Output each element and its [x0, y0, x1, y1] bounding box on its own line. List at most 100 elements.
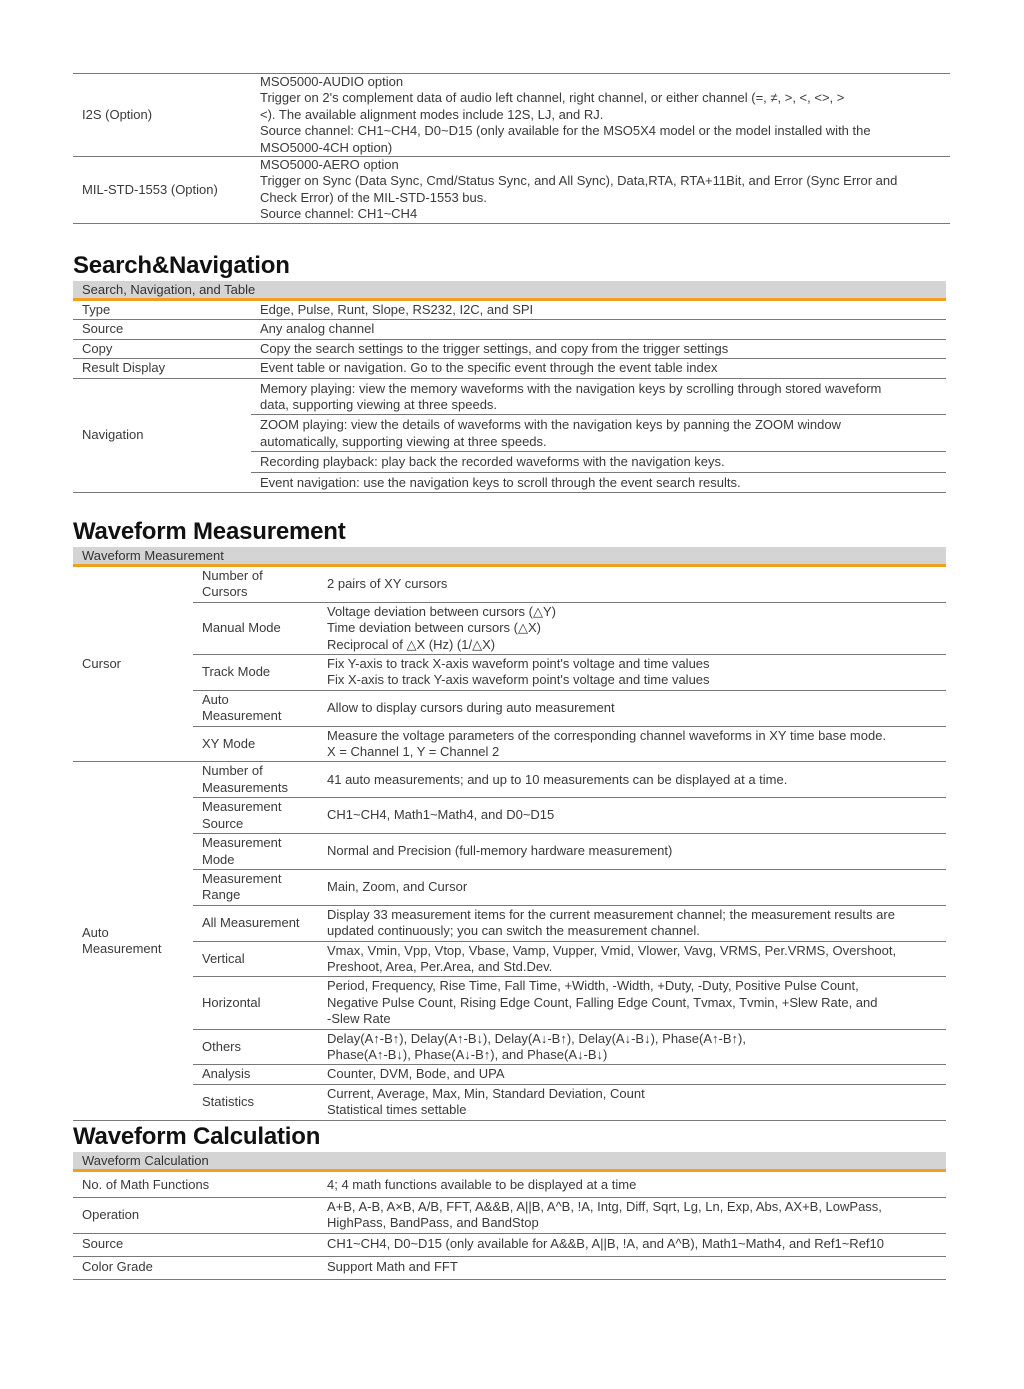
table-row: ZOOM playing: view the details of wavefo…: [73, 414, 946, 453]
row-value: Support Math and FFT: [320, 1256, 946, 1280]
row-label: Type: [73, 301, 251, 321]
value-line: Trigger on Sync (Data Sync, Cmd/Status S…: [260, 173, 898, 205]
table-row: Statistics Current, Average, Max, Min, St…: [73, 1084, 946, 1121]
row-value: MSO5000-AUDIO option Trigger on 2's compl…: [251, 73, 950, 158]
section-heading: Search&Navigation: [73, 252, 290, 279]
table-row: Operation A+B, A-B, A×B, A/B, FFT, A&&B, …: [73, 1197, 946, 1234]
table-row: XY Mode Measure the voltage parameters of…: [73, 726, 946, 763]
row-value: Edge, Pulse, Runt, Slope, RS232, I2C, an…: [251, 301, 946, 321]
row-label: Result Display: [73, 358, 251, 379]
section-heading: Waveform Calculation: [73, 1123, 321, 1150]
waveform-calculation-section: Waveform Calculation Waveform Calculatio…: [73, 1122, 946, 1280]
row-value: Event navigation: use the navigation key…: [251, 472, 946, 494]
row-value: Recording playback: play back the record…: [251, 451, 946, 473]
group-label: Cursor: [73, 567, 193, 763]
row-label: Source: [73, 319, 251, 340]
row-label: Measurement Mode: [193, 833, 320, 870]
group-label: Auto Measurement: [73, 761, 193, 1121]
row-value: Voltage deviation between cursors (△Y) T…: [320, 602, 946, 656]
row-label: Track Mode: [193, 654, 320, 691]
table-row: Type Edge, Pulse, Runt, Slope, RS232, I2C…: [73, 301, 946, 321]
row-label: Statistics: [193, 1084, 320, 1121]
row-value: Current, Average, Max, Min, Standard Dev…: [320, 1084, 946, 1121]
waveform-measurement-section: Waveform Measurement Waveform Measuremen…: [73, 517, 946, 1121]
table-row: Vertical Vmax, Vmin, Vpp, Vtop, Vbase, Va…: [73, 941, 946, 978]
value-line: Trigger on 2's complement data of audio …: [260, 90, 845, 122]
row-label: I2S (Option): [73, 73, 251, 158]
table-row: Track Mode Fix Y-axis to track X-axis wav…: [73, 654, 946, 691]
row-label: Color Grade: [73, 1256, 320, 1280]
table-row: Copy Copy the search settings to the trig…: [73, 339, 946, 360]
row-label: Others: [193, 1029, 320, 1066]
row-value: 41 auto measurements; and up to 10 measu…: [320, 761, 946, 799]
row-value: Delay(A↑-B↑), Delay(A↑-B↓), Delay(A↓-B↑)…: [320, 1029, 946, 1066]
table-row: I2S (Option) MSO5000-AUDIO option Trigger …: [73, 73, 950, 158]
table-row: Color Grade Support Math and FFT: [73, 1256, 946, 1280]
row-value: 4; 4 math functions available to be disp…: [320, 1174, 946, 1198]
value-line: MSO5000-AUDIO option: [260, 74, 404, 89]
row-value: Any analog channel: [251, 319, 946, 340]
row-value: A+B, A-B, A×B, A/B, FFT, A&&B, A||B, A^B…: [320, 1197, 946, 1234]
row-value: 2 pairs of XY cursors: [320, 567, 946, 603]
row-value: Main, Zoom, and Cursor: [320, 869, 946, 906]
row-label: Number of Measurements: [193, 761, 320, 799]
table-row: Horizontal Period, Frequency, Rise Time, …: [73, 976, 946, 1030]
table-row: Result Display Event table or navigation.…: [73, 358, 946, 379]
row-label: Number of Cursors: [193, 567, 320, 603]
row-label: Vertical: [193, 941, 320, 978]
row-label: No. of Math Functions: [73, 1174, 320, 1198]
table-row: Manual Mode Voltage deviation between cur…: [73, 602, 946, 656]
trigger-options-table: I2S (Option) MSO5000-AUDIO option Trigger …: [73, 73, 950, 224]
row-value: Fix Y-axis to track X-axis waveform poin…: [320, 654, 946, 691]
row-value: CH1~CH4, D0~D15 (only available for A&&B…: [320, 1233, 946, 1257]
row-label: Measurement Range: [193, 869, 320, 906]
row-label: XY Mode: [193, 726, 320, 763]
row-value: Event table or navigation. Go to the spe…: [251, 358, 946, 379]
table-row: Event navigation: use the navigation key…: [73, 472, 946, 494]
row-label: All Measurement: [193, 905, 320, 942]
row-value: Vmax, Vmin, Vpp, Vtop, Vbase, Vamp, Vupp…: [320, 941, 946, 978]
row-value: Copy the search settings to the trigger …: [251, 339, 946, 360]
table-row: Measurement Range Main, Zoom, and Cursor: [73, 869, 946, 906]
row-value: Measure the voltage parameters of the co…: [320, 726, 946, 763]
row-label: Copy: [73, 339, 251, 360]
table-row: Measurement Mode Normal and Precision (fu…: [73, 833, 946, 870]
row-label: Auto Measurement: [193, 690, 320, 727]
section-band: Waveform Measurement: [73, 547, 946, 567]
row-value: Period, Frequency, Rise Time, Fall Time,…: [320, 976, 946, 1030]
row-label: Measurement Source: [193, 797, 320, 835]
section-heading: Waveform Measurement: [73, 518, 346, 545]
table-row: Others Delay(A↑-B↑), Delay(A↑-B↓), Delay(…: [73, 1029, 946, 1066]
row-label: Analysis: [193, 1064, 320, 1085]
table-row: All Measurement Display 33 measurement it…: [73, 905, 946, 942]
row-value: MSO5000-AERO option Trigger on Sync (Data…: [251, 156, 950, 224]
table-row: Recording playback: play back the record…: [73, 451, 946, 473]
table-row: Navigation Memory playing: view the memor…: [73, 378, 946, 494]
table-row: Source CH1~CH4, D0~D15 (only available fo…: [73, 1233, 946, 1257]
row-value: Display 33 measurement items for the cur…: [320, 905, 946, 942]
value-line: MSO5000-AERO option: [260, 157, 399, 173]
row-label: Horizontal: [193, 976, 320, 1030]
row-label: Operation: [73, 1197, 320, 1234]
section-band: Search, Navigation, and Table: [73, 281, 946, 301]
table-row: Measurement Source CH1~CH4, Math1~Math4, …: [73, 797, 946, 835]
row-value: Counter, DVM, Bode, and UPA: [320, 1064, 946, 1085]
row-value: Normal and Precision (full-memory hardwa…: [320, 833, 946, 870]
row-value: Memory playing: view the memory waveform…: [251, 378, 946, 416]
row-value: Allow to display cursors during auto mea…: [320, 690, 946, 727]
row-value: ZOOM playing: view the details of wavefo…: [251, 414, 946, 453]
search-navigation-section: Search&Navigation Search, Navigation, an…: [73, 251, 946, 494]
value-line: Source channel: CH1~CH4: [260, 206, 418, 222]
row-label: Source: [73, 1233, 320, 1257]
table-row: No. of Math Functions 4; 4 math functions…: [73, 1174, 946, 1198]
row-label: MIL-STD-1553 (Option): [73, 156, 251, 224]
table-row: Auto Measurement Number of Measurements 41…: [73, 761, 946, 1121]
value-line: Source channel: CH1~CH4, D0~D15 (only av…: [260, 123, 871, 155]
table-row: Analysis Counter, DVM, Bode, and UPA: [73, 1064, 946, 1085]
table-row: MIL-STD-1553 (Option) MSO5000-AERO option…: [73, 156, 950, 224]
row-label: Navigation: [73, 378, 251, 494]
row-value: CH1~CH4, Math1~Math4, and D0~D15: [320, 797, 946, 835]
table-row: Auto Measurement Allow to display cursors…: [73, 690, 946, 727]
row-label: Manual Mode: [193, 602, 320, 656]
table-row: Source Any analog channel: [73, 319, 946, 340]
